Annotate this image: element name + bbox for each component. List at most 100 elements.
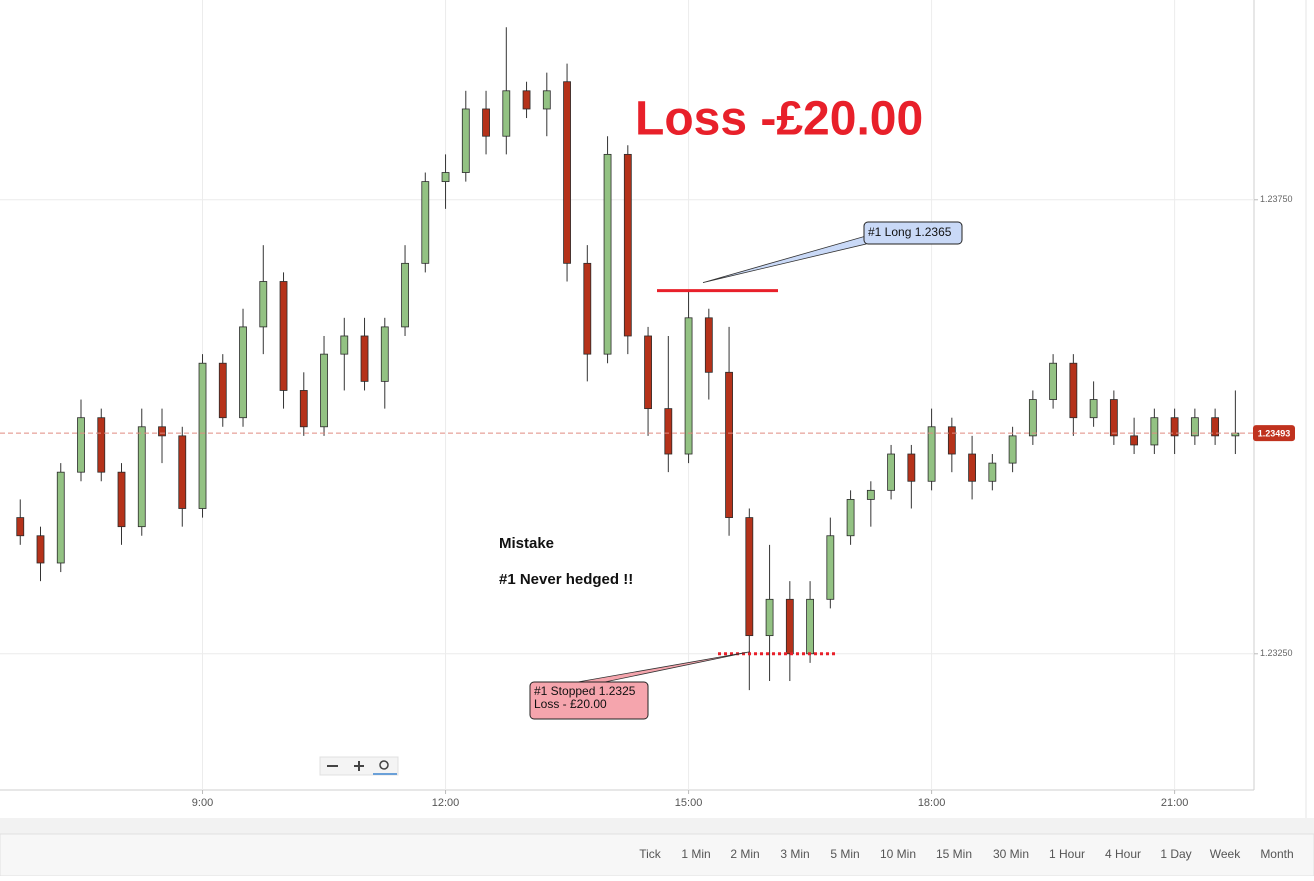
stop-label-2: Loss - £20.00 xyxy=(534,697,607,711)
candle-body xyxy=(745,517,754,637)
x-tick-label: 9:00 xyxy=(192,797,213,809)
candle-body xyxy=(1150,417,1159,446)
candle-body xyxy=(340,335,349,355)
candle-body xyxy=(16,517,25,537)
timeframe-button[interactable]: 5 Min xyxy=(830,847,859,861)
candle-body xyxy=(1069,362,1078,419)
timeframe-button[interactable]: 15 Min xyxy=(936,847,972,861)
note-title: Mistake xyxy=(499,535,554,552)
candle-body xyxy=(522,90,531,110)
candle-body xyxy=(502,90,511,137)
candle-body xyxy=(1190,417,1199,437)
candle-body xyxy=(563,81,571,264)
candle-body xyxy=(968,453,976,482)
candle-body xyxy=(785,598,794,655)
candle-body xyxy=(36,535,45,564)
timeframe-button[interactable]: Month xyxy=(1260,847,1293,861)
candle-body xyxy=(320,353,328,428)
candle-body xyxy=(725,371,733,518)
candle-body xyxy=(542,90,551,110)
candle-body xyxy=(1130,435,1139,446)
candle-body xyxy=(644,335,652,410)
timeframe-button[interactable]: Tick xyxy=(639,847,662,861)
candle-body xyxy=(56,471,65,564)
toolbar xyxy=(0,833,1314,877)
x-tick-label: 15:00 xyxy=(675,797,703,809)
x-tick-label: 21:00 xyxy=(1161,797,1189,809)
timeframe-button[interactable]: 2 Min xyxy=(730,847,759,861)
candle-body xyxy=(97,417,106,473)
candle-body xyxy=(664,408,673,455)
candle-body xyxy=(988,462,997,482)
timeframe-button[interactable]: 4 Hour xyxy=(1105,847,1141,861)
candle-body xyxy=(441,172,450,183)
candle-body xyxy=(623,153,632,337)
timeframe-button[interactable]: 10 Min xyxy=(880,847,916,861)
candle-body xyxy=(866,489,875,500)
candle-body xyxy=(421,181,430,264)
headline: Loss -£20.00 xyxy=(635,93,923,146)
candle-body xyxy=(704,317,713,373)
candle-body xyxy=(1211,417,1220,437)
overlays: 1.23493 #1 Long 1.2365 #1 Stopped 1.2325Lo… xyxy=(0,221,1295,720)
candles xyxy=(16,27,1240,691)
candle-body xyxy=(927,426,936,482)
candle-body xyxy=(299,390,308,428)
timeframe-button[interactable]: 1 Hour xyxy=(1049,847,1085,861)
candle-body xyxy=(1170,417,1179,437)
timeframe-button[interactable]: 1 Day xyxy=(1160,847,1191,861)
candle-body xyxy=(117,471,126,528)
candle-body xyxy=(482,108,490,137)
candle-body xyxy=(1109,399,1118,437)
candle-body xyxy=(77,417,85,473)
timeframe-button[interactable]: 1 Min xyxy=(681,847,710,861)
timeframe-button[interactable]: 30 Min xyxy=(993,847,1029,861)
entry-label: #1 Long 1.2365 xyxy=(868,225,952,239)
candle-body xyxy=(846,499,855,537)
candle-body xyxy=(239,326,247,419)
candle-body xyxy=(907,453,916,482)
candle-body xyxy=(826,535,835,600)
entry-callout xyxy=(863,221,963,245)
y-tick-label: 1.23250 xyxy=(1260,648,1293,658)
candle-body xyxy=(259,281,268,328)
y-tick-label: 1.23750 xyxy=(1260,194,1293,204)
stop-callout xyxy=(529,681,649,720)
candle-body xyxy=(806,598,814,655)
candle-body xyxy=(1089,399,1098,419)
x-tick-label: 18:00 xyxy=(918,797,946,809)
candle-body xyxy=(178,435,187,509)
candle-body xyxy=(1028,399,1037,437)
candle-body xyxy=(218,362,227,419)
candle-body xyxy=(583,262,592,355)
candle-body xyxy=(360,335,369,382)
last-price-label: 1.23493 xyxy=(1258,429,1291,439)
zoom-controls[interactable] xyxy=(319,756,399,776)
candle-body xyxy=(401,262,409,328)
candle-body xyxy=(1008,435,1017,464)
divider xyxy=(0,818,1314,834)
candle-body xyxy=(947,426,956,455)
candle-body xyxy=(137,426,146,528)
candle-body xyxy=(461,108,470,173)
timeframe-button[interactable]: 3 Min xyxy=(780,847,809,861)
timeframes: Tick 1 Min 2 Min 3 Min 5 Min 10 Min 15 Min 30 M… xyxy=(639,847,1293,861)
candle-body xyxy=(765,598,774,637)
stop-label: #1 Stopped 1.2325 xyxy=(534,684,636,698)
candle-body xyxy=(603,153,612,355)
candle-body xyxy=(380,326,389,382)
note: #1 Never hedged !! xyxy=(499,571,633,588)
candle-body xyxy=(887,453,895,491)
x-tick-label: 12:00 xyxy=(432,797,460,809)
candle-body xyxy=(158,426,166,437)
last-price-box xyxy=(1253,425,1295,442)
timeframe-button[interactable]: Week xyxy=(1210,847,1241,861)
zoom-reset[interactable] xyxy=(379,760,389,770)
candle-body xyxy=(279,281,288,391)
candle-body xyxy=(1049,362,1058,400)
candle-body xyxy=(198,362,207,509)
candle-body xyxy=(684,317,693,455)
